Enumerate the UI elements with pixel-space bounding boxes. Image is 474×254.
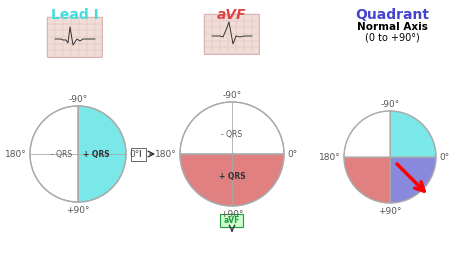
Text: 0°: 0° <box>287 150 297 159</box>
Text: aVF: aVF <box>217 8 247 22</box>
Wedge shape <box>180 103 284 154</box>
Text: +90°: +90° <box>378 206 402 215</box>
Text: - QRS: - QRS <box>52 150 73 159</box>
Text: -90°: -90° <box>68 95 88 104</box>
Text: I: I <box>138 150 140 159</box>
Text: 180°: 180° <box>155 150 177 159</box>
Wedge shape <box>390 157 436 203</box>
Text: + QRS: + QRS <box>82 150 109 159</box>
Text: +90°: +90° <box>66 205 90 214</box>
Text: -90°: -90° <box>380 100 400 108</box>
Text: 180°: 180° <box>5 150 27 159</box>
Bar <box>204 15 259 55</box>
Bar <box>47 18 102 58</box>
FancyBboxPatch shape <box>220 214 244 227</box>
Text: + QRS: + QRS <box>219 172 246 181</box>
Text: Quadrant: Quadrant <box>355 8 429 22</box>
Text: Normal Axis: Normal Axis <box>356 22 428 32</box>
Text: -90°: -90° <box>222 91 242 100</box>
Text: - QRS: - QRS <box>221 130 243 139</box>
Text: (0 to +90°): (0 to +90°) <box>365 33 419 43</box>
Wedge shape <box>390 112 436 157</box>
Wedge shape <box>30 107 78 202</box>
Wedge shape <box>344 157 390 203</box>
Text: +90°: +90° <box>220 209 244 218</box>
Text: aVF: aVF <box>224 216 240 225</box>
Text: 0°: 0° <box>129 150 139 159</box>
Text: Lead I: Lead I <box>51 8 99 22</box>
Wedge shape <box>180 154 284 206</box>
FancyBboxPatch shape <box>131 148 146 161</box>
Text: 180°: 180° <box>319 153 341 162</box>
Wedge shape <box>78 107 126 202</box>
Text: 0°: 0° <box>439 153 449 162</box>
Wedge shape <box>344 112 390 157</box>
